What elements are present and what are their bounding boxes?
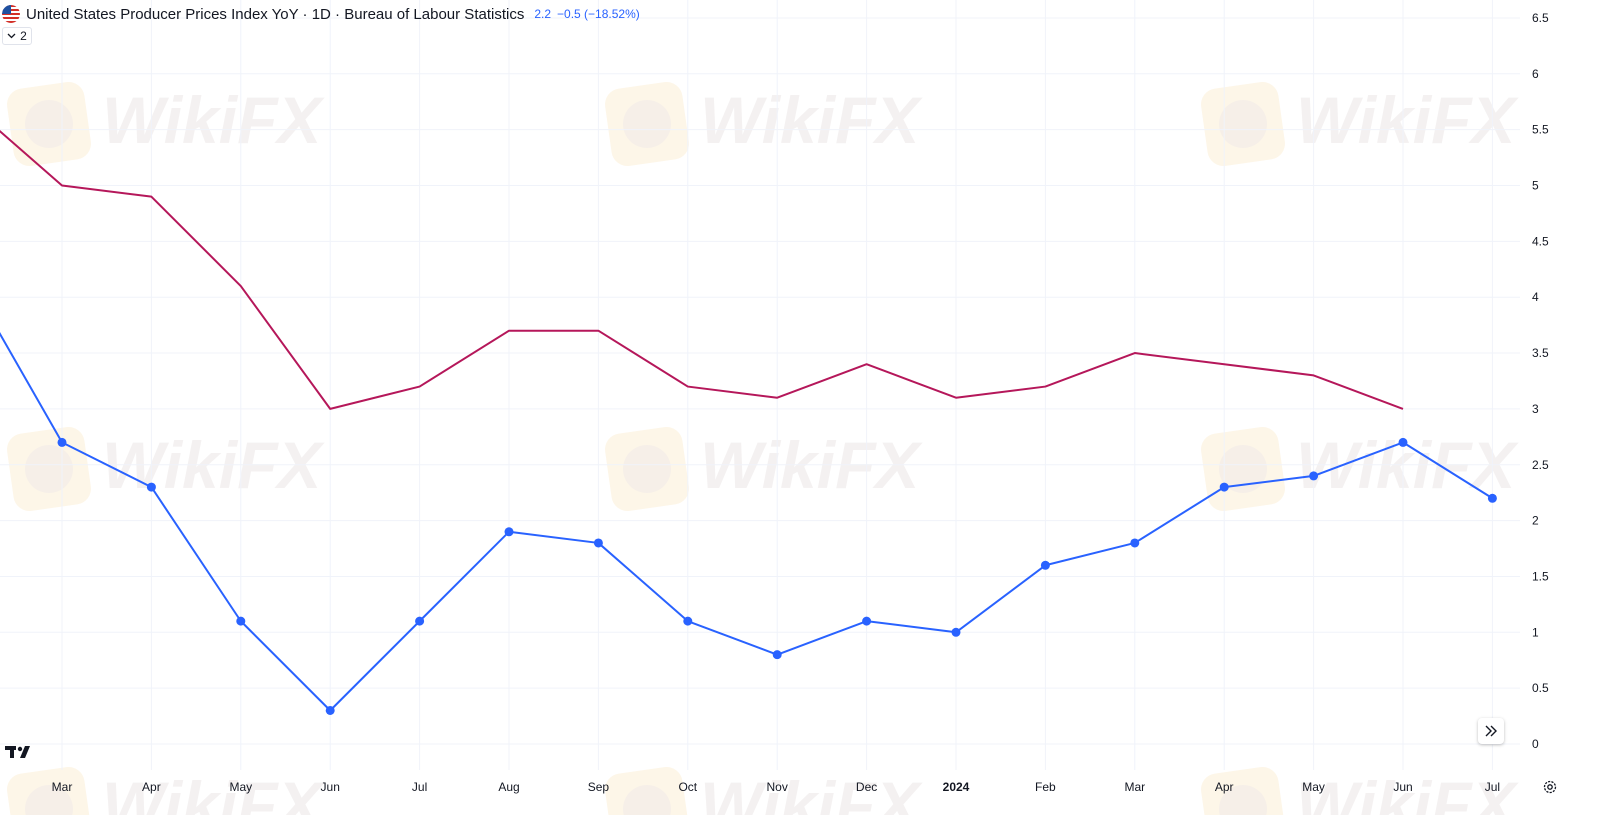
series-0[interactable]: [0, 107, 1404, 410]
wikifx-watermark: WikiFX: [1201, 82, 1519, 166]
data-point[interactable]: [1487, 493, 1497, 503]
data-point[interactable]: [1130, 538, 1140, 548]
chevron-down-icon: [7, 33, 16, 39]
data-point[interactable]: [504, 527, 514, 537]
data-point[interactable]: [325, 705, 335, 715]
legend-value: 2.2: [534, 7, 552, 21]
collapse-legend-button[interactable]: 2: [2, 27, 32, 45]
data-point[interactable]: [772, 650, 782, 660]
y-tick-label: 5.5: [1532, 123, 1549, 137]
collapse-count: 2: [20, 29, 27, 43]
x-tick-label: Jul: [412, 780, 427, 794]
y-tick-label: 3: [1532, 402, 1539, 416]
y-tick-label: 4.5: [1532, 234, 1549, 248]
wikifx-watermark: WikiFX: [7, 767, 325, 815]
watermark-text: WikiFX: [700, 768, 923, 815]
double-chevron-right-icon: [1485, 725, 1497, 737]
wikifx-watermark: WikiFX: [7, 427, 325, 511]
wikifx-watermark: WikiFX: [605, 427, 923, 511]
y-tick-label: 6: [1532, 67, 1539, 81]
wikifx-watermark: WikiFX: [605, 767, 923, 815]
y-tick-label: 2.5: [1532, 458, 1549, 472]
x-tick-label: Dec: [856, 780, 877, 794]
legend: United States Producer Prices Index YoY …: [2, 4, 640, 24]
y-tick-label: 4: [1532, 290, 1539, 304]
data-point[interactable]: [146, 482, 156, 492]
series-line[interactable]: [0, 107, 1404, 410]
y-tick-label: 3.5: [1532, 346, 1549, 360]
y-tick-label: 0.5: [1532, 681, 1549, 695]
x-tick-label: Apr: [142, 780, 161, 794]
watermark-text: WikiFX: [700, 83, 923, 157]
x-tick-label: 2024: [943, 780, 970, 794]
watermark-text: WikiFX: [1296, 768, 1519, 815]
x-tick-label: Aug: [498, 780, 519, 794]
data-point[interactable]: [415, 616, 425, 626]
x-tick-label: Jul: [1485, 780, 1500, 794]
wikifx-watermark: WikiFX: [605, 82, 923, 166]
series-1[interactable]: [0, 286, 1497, 715]
x-tick-label: Jun: [321, 780, 340, 794]
data-point[interactable]: [57, 437, 67, 447]
y-tick-label: 6.5: [1532, 11, 1549, 25]
data-point[interactable]: [593, 538, 603, 548]
legend-change: −0.5 (−18.52%): [557, 7, 640, 21]
watermark-text: WikiFX: [102, 83, 325, 157]
data-point[interactable]: [862, 616, 872, 626]
x-tick-label: Mar: [52, 780, 73, 794]
legend-title[interactable]: United States Producer Prices Index YoY …: [26, 5, 525, 23]
gridlines: [0, 0, 1520, 770]
y-tick-label: 1.5: [1532, 569, 1549, 583]
tradingview-logo-icon[interactable]: [5, 744, 35, 760]
us-flag-icon: [2, 5, 20, 23]
x-tick-label: Feb: [1035, 780, 1056, 794]
scroll-to-realtime-button[interactable]: [1478, 718, 1504, 744]
data-point[interactable]: [1040, 560, 1050, 570]
y-tick-label: 0: [1532, 737, 1539, 751]
data-point[interactable]: [236, 616, 246, 626]
y-tick-label: 5: [1532, 179, 1539, 193]
x-tick-label: Oct: [678, 780, 697, 794]
data-point[interactable]: [951, 627, 961, 637]
x-tick-label: Mar: [1124, 780, 1145, 794]
x-tick-label: Apr: [1215, 780, 1234, 794]
data-point[interactable]: [683, 616, 693, 626]
watermark-text: WikiFX: [102, 768, 325, 815]
y-tick-label: 2: [1532, 514, 1539, 528]
data-point[interactable]: [1219, 482, 1229, 492]
x-tick-label: Nov: [767, 780, 788, 794]
data-point[interactable]: [1309, 471, 1319, 481]
gear-icon[interactable]: [1542, 779, 1558, 795]
x-tick-label: Sep: [588, 780, 610, 794]
wikifx-watermark: WikiFX: [1201, 767, 1519, 815]
x-tick-label: May: [229, 780, 252, 794]
y-tick-label: 1: [1532, 625, 1539, 639]
x-tick-label: Jun: [1393, 780, 1412, 794]
watermark-text: WikiFX: [1296, 83, 1519, 157]
wikifx-watermark: WikiFX: [7, 82, 325, 166]
x-tick-label: May: [1302, 780, 1325, 794]
watermark-layer: WikiFX WikiFX WikiFX WikiFX WikiFX WikiFX Wiki…: [7, 82, 1519, 815]
series-line[interactable]: [0, 286, 1493, 712]
wikifx-watermark: WikiFX: [1201, 427, 1519, 511]
data-point[interactable]: [1398, 437, 1408, 447]
